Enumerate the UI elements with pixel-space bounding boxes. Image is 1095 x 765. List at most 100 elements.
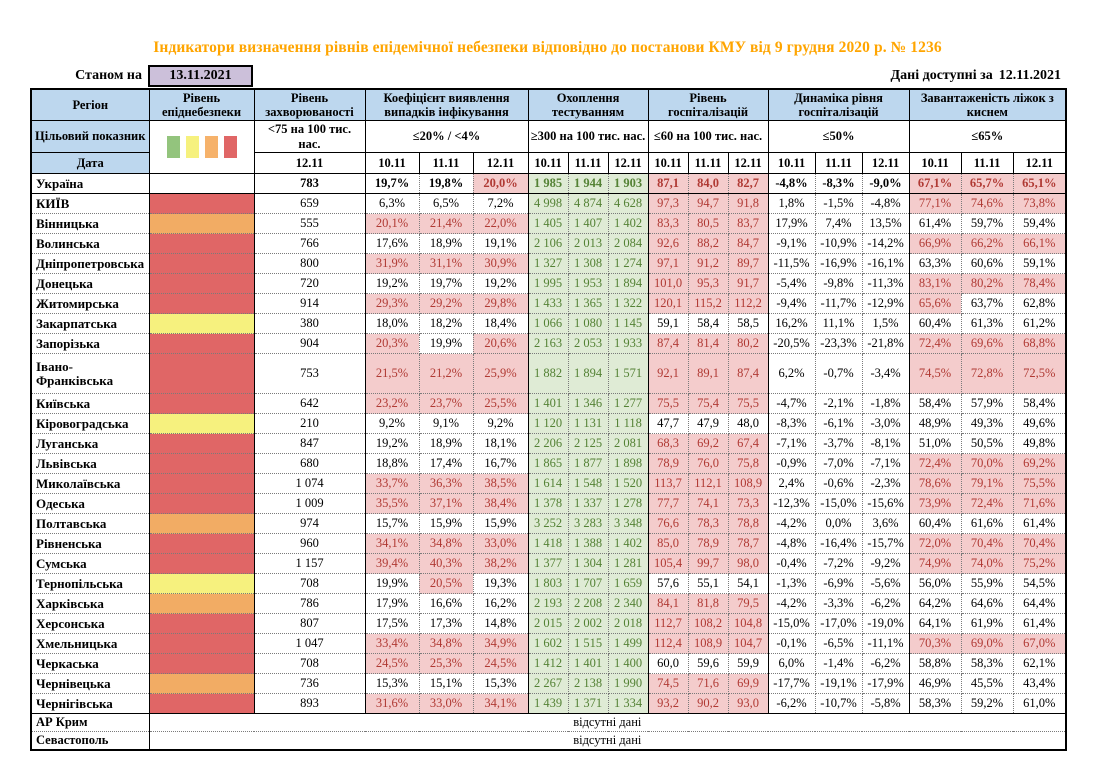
testing-cell: 1 898 <box>608 453 649 474</box>
hospitalization-cell: 92,1 <box>648 353 689 394</box>
dynamics-cell: -9,1% <box>768 233 816 254</box>
testing-cell: 2 018 <box>608 613 649 634</box>
incidence-cell: 1 047 <box>254 633 366 654</box>
beds-cell: 72,5% <box>1013 353 1067 394</box>
region-cell: КИЇВ <box>31 193 150 214</box>
testing-cell: 1 118 <box>608 413 649 434</box>
testing-cell: 1 281 <box>608 553 649 574</box>
hospitalization-cell: 91,7 <box>728 273 769 294</box>
beds-cell: 64,6% <box>961 593 1014 614</box>
testing-cell: 1 865 <box>528 453 569 474</box>
beds-cell: 64,4% <box>1013 593 1067 614</box>
testing-cell: 1 080 <box>568 313 609 334</box>
detection-cell: 20,6% <box>473 333 529 354</box>
dynamics-cell: -11,7% <box>815 293 863 314</box>
table-row: Закарпатська 380 18,0% 18,2% 18,4% 1 066 1 080… <box>31 313 1067 334</box>
detection-cell: 21,2% <box>419 353 474 394</box>
dynamics-cell: 6,2% <box>768 353 816 394</box>
dynamics-cell: -4,8% <box>768 173 816 194</box>
hospitalization-cell: 98,0 <box>728 553 769 574</box>
hospitalization-cell: 58,5 <box>728 313 769 334</box>
dynamics-cell: -3,0% <box>862 413 910 434</box>
target-hospitalization: ≤60 на 100 тис. нас. <box>647 120 769 153</box>
detection-cell: 19,2% <box>365 273 420 294</box>
region-cell: Запорізька <box>31 333 150 354</box>
hospitalization-cell: 55,1 <box>688 573 729 594</box>
incidence-cell: 847 <box>254 433 366 454</box>
epidemic-level-cell <box>149 693 255 714</box>
testing-cell: 1 990 <box>608 673 649 694</box>
hospitalization-cell: 82,7 <box>728 173 769 194</box>
incidence-cell: 753 <box>254 353 366 394</box>
beds-cell: 55,9% <box>961 573 1014 594</box>
beds-cell: 65,1% <box>1013 173 1067 194</box>
beds-cell: 83,1% <box>909 273 962 294</box>
incidence-cell: 1 009 <box>254 493 366 514</box>
beds-cell: 74,9% <box>909 553 962 574</box>
dynamics-cell: -17,9% <box>862 673 910 694</box>
dynamics-cell: -0,4% <box>768 553 816 574</box>
hospitalization-cell: 104,7 <box>728 633 769 654</box>
hospitalization-cell: 83,3 <box>648 213 689 234</box>
incidence-cell: 380 <box>254 313 366 334</box>
date-cell: 11.11 <box>814 152 863 174</box>
dynamics-cell: -0,6% <box>815 473 863 494</box>
beds-cell: 46,9% <box>909 673 962 694</box>
beds-cell: 49,8% <box>1013 433 1067 454</box>
hospitalization-cell: 74,5 <box>648 673 689 694</box>
detection-cell: 15,1% <box>419 673 474 694</box>
dynamics-cell: -0,9% <box>768 453 816 474</box>
table-row: Херсонська 807 17,5% 17,3% 14,8% 2 015 2 002 2 … <box>31 613 1067 634</box>
incidence-cell: 736 <box>254 673 366 694</box>
beds-cell: 72,0% <box>909 533 962 554</box>
testing-cell: 2 053 <box>568 333 609 354</box>
hospitalization-cell: 75,8 <box>728 453 769 474</box>
testing-cell: 1 659 <box>608 573 649 594</box>
dynamics-cell: -3,3% <box>815 593 863 614</box>
detection-cell: 17,6% <box>365 233 420 254</box>
table-body: Україна 783 19,7% 19,8% 20,0% 1 985 1 944 1 903… <box>31 173 1067 751</box>
detection-cell: 9,2% <box>473 413 529 434</box>
testing-cell: 2 002 <box>568 613 609 634</box>
dynamics-cell: -0,1% <box>768 633 816 654</box>
table-row: Миколаївська 1 074 33,7% 36,3% 38,5% 1 614 1 5… <box>31 473 1067 494</box>
page-title: Індикатори визначення рівнів епідемічної… <box>153 39 942 56</box>
detection-cell: 19,2% <box>473 273 529 294</box>
detection-cell: 15,3% <box>365 673 420 694</box>
dynamics-cell: -4,7% <box>768 393 816 414</box>
epidemic-legend <box>148 120 255 174</box>
hospitalization-cell: 67,4 <box>728 433 769 454</box>
hospitalization-cell: 83,7 <box>728 213 769 234</box>
table-row: Житомирська 914 29,3% 29,2% 29,8% 1 433 1 365 1… <box>31 293 1067 314</box>
detection-cell: 34,1% <box>365 533 420 554</box>
date-cell: 12.11 <box>861 152 910 174</box>
epidemic-level-cell <box>149 593 255 614</box>
detection-cell: 20,5% <box>419 573 474 594</box>
hospitalization-cell: 73,3 <box>728 493 769 514</box>
beds-cell: 45,5% <box>961 673 1014 694</box>
dynamics-cell: -7,1% <box>862 453 910 474</box>
table-row: Черкаська 708 24,5% 25,3% 24,5% 1 412 1 401 1 4… <box>31 653 1067 674</box>
region-cell: Луганська <box>31 433 150 454</box>
dynamics-cell: -3,7% <box>815 433 863 454</box>
detection-cell: 18,4% <box>473 313 529 334</box>
incidence-cell: 555 <box>254 213 366 234</box>
incidence-cell: 783 <box>254 173 366 194</box>
dynamics-cell: -7,2% <box>815 553 863 574</box>
epidemic-level-cell <box>149 493 255 514</box>
table-row: Дніпропетровська 800 31,9% 31,1% 30,9% 1 327 1… <box>31 253 1067 274</box>
hospitalization-cell: 69,9 <box>728 673 769 694</box>
table-row: Луганська 847 19,2% 18,9% 18,1% 2 206 2 125 2 0… <box>31 433 1067 454</box>
incidence-cell: 807 <box>254 613 366 634</box>
hospitalization-cell: 93,2 <box>648 693 689 714</box>
dynamics-cell: -6,1% <box>815 413 863 434</box>
beds-cell: 72,4% <box>909 453 962 474</box>
beds-cell: 59,1% <box>1013 253 1067 274</box>
incidence-cell: 914 <box>254 293 366 314</box>
beds-cell: 74,5% <box>909 353 962 394</box>
hospitalization-cell: 97,3 <box>648 193 689 214</box>
dynamics-cell: -4,8% <box>862 193 910 214</box>
detection-cell: 25,5% <box>473 393 529 414</box>
testing-cell: 1 277 <box>608 393 649 414</box>
testing-cell: 2 163 <box>528 333 569 354</box>
